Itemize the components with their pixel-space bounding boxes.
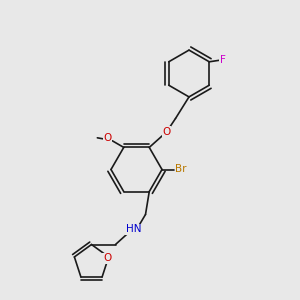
Text: F: F <box>220 55 226 65</box>
Text: O: O <box>104 134 112 143</box>
Text: O: O <box>162 127 171 137</box>
Text: O: O <box>103 254 111 263</box>
Text: Br: Br <box>175 164 187 175</box>
Text: HN: HN <box>126 224 141 235</box>
